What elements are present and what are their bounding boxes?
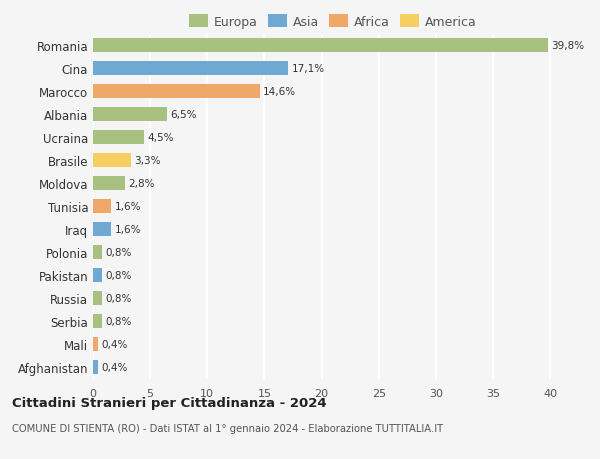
- Bar: [93, 269, 102, 282]
- Bar: [93, 314, 102, 328]
- Text: 1,6%: 1,6%: [115, 202, 141, 212]
- Legend: Europa, Asia, Africa, America: Europa, Asia, Africa, America: [185, 11, 481, 33]
- Text: 0,8%: 0,8%: [106, 247, 132, 257]
- Text: 0,8%: 0,8%: [106, 316, 132, 326]
- Bar: [93, 108, 167, 122]
- Bar: [93, 85, 260, 99]
- Text: 14,6%: 14,6%: [263, 87, 296, 97]
- Bar: [93, 360, 98, 374]
- Bar: [93, 39, 548, 53]
- Bar: [93, 154, 131, 168]
- Text: 1,6%: 1,6%: [115, 224, 141, 235]
- Text: COMUNE DI STIENTA (RO) - Dati ISTAT al 1° gennaio 2024 - Elaborazione TUTTITALIA: COMUNE DI STIENTA (RO) - Dati ISTAT al 1…: [12, 424, 443, 433]
- Bar: [93, 62, 289, 76]
- Text: 6,5%: 6,5%: [171, 110, 197, 120]
- Text: 0,8%: 0,8%: [106, 270, 132, 280]
- Bar: [93, 246, 102, 259]
- Bar: [93, 200, 111, 213]
- Text: 0,8%: 0,8%: [106, 293, 132, 303]
- Text: 39,8%: 39,8%: [551, 41, 584, 51]
- Text: 2,8%: 2,8%: [128, 179, 155, 189]
- Text: Cittadini Stranieri per Cittadinanza - 2024: Cittadini Stranieri per Cittadinanza - 2…: [12, 396, 326, 409]
- Text: 0,4%: 0,4%: [101, 362, 127, 372]
- Text: 17,1%: 17,1%: [292, 64, 325, 74]
- Text: 3,3%: 3,3%: [134, 156, 161, 166]
- Bar: [93, 291, 102, 305]
- Bar: [93, 337, 98, 351]
- Bar: [93, 177, 125, 190]
- Bar: [93, 223, 111, 236]
- Text: 0,4%: 0,4%: [101, 339, 127, 349]
- Text: 4,5%: 4,5%: [148, 133, 175, 143]
- Bar: [93, 131, 145, 145]
